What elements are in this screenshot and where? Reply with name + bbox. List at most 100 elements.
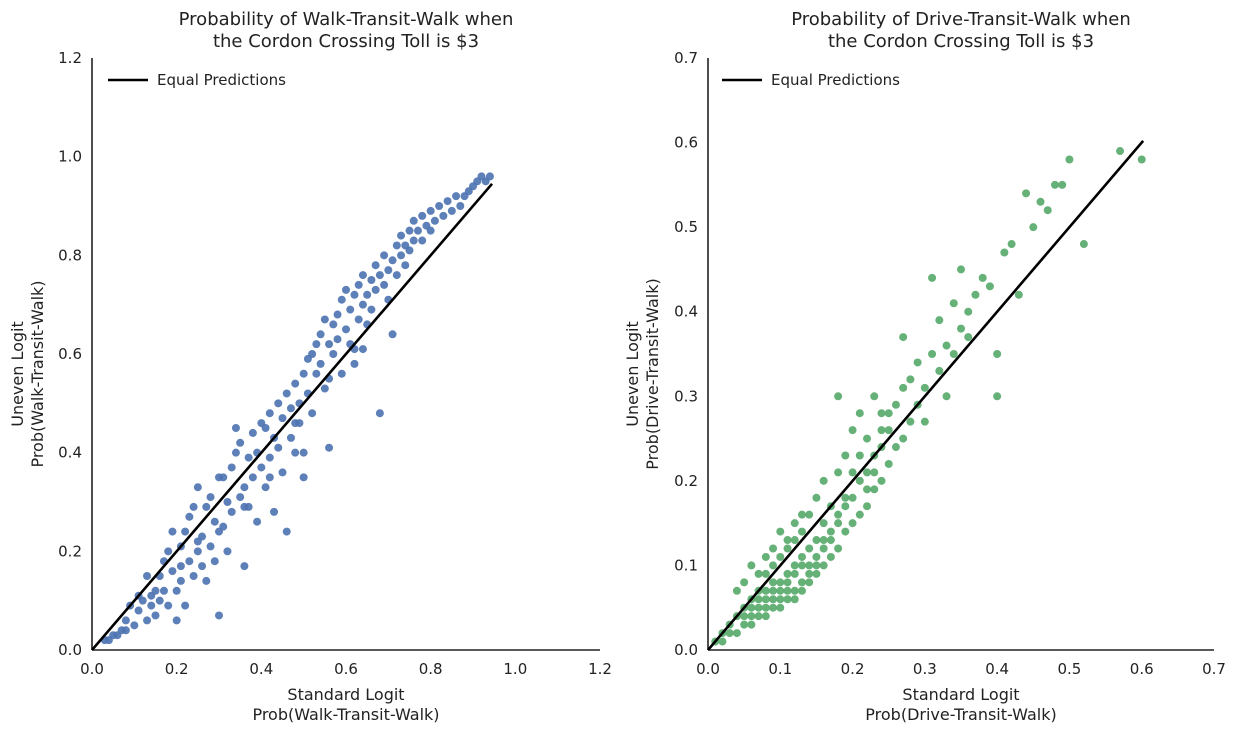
scatter-point	[325, 443, 334, 452]
scatter-point	[248, 473, 257, 482]
scatter-point	[783, 586, 792, 595]
scatter-point	[401, 261, 410, 270]
scatter-point	[783, 536, 792, 545]
scatter-point	[371, 285, 380, 294]
scatter-point	[797, 586, 806, 595]
y-axis-label-line-2: Prob(Drive-Transit-Walk)	[643, 278, 662, 469]
scatter-point	[299, 448, 308, 457]
scatter-point	[350, 359, 359, 368]
scatter-point	[754, 612, 763, 621]
scatter-point	[405, 246, 414, 255]
x-tick-label: 0.6	[334, 660, 358, 678]
scatter-point	[380, 280, 389, 289]
scatter-point	[812, 569, 821, 578]
scatter-point	[899, 434, 908, 443]
y-tick-label: 0.4	[674, 303, 698, 321]
scatter-point	[769, 561, 778, 570]
scatter-point	[210, 557, 219, 566]
scatter-point	[193, 483, 202, 492]
scatter-point	[435, 202, 444, 210]
scatter-point	[1137, 155, 1146, 164]
legend-label: Equal Predictions	[157, 71, 286, 89]
scatter-point	[380, 251, 389, 260]
scatter-point	[143, 572, 152, 580]
scatter-point	[261, 483, 270, 492]
scatter-point	[740, 578, 749, 587]
x-tick-label: 0.5	[1057, 660, 1081, 678]
scatter-point	[363, 290, 372, 299]
scatter-point	[834, 544, 843, 553]
scatter-point	[354, 280, 363, 289]
x-tick-label: 0.4	[249, 660, 273, 678]
scatter-point	[346, 305, 355, 314]
scatter-point	[899, 333, 908, 342]
scatter-point	[138, 596, 147, 605]
x-axis-label-line-1: Standard Logit	[287, 685, 404, 704]
scatter-point	[325, 340, 334, 349]
scatter-point	[426, 206, 435, 215]
scatter-point	[819, 476, 828, 485]
scatter-point	[769, 603, 778, 612]
scatter-point	[308, 350, 317, 358]
y-tick-label: 0.5	[674, 218, 698, 236]
y-tick-label: 0.6	[58, 345, 82, 363]
scatter-point	[185, 557, 194, 566]
scatter-point	[418, 211, 427, 220]
y-axis-label-line-2: Prob(Walk-Transit-Walk)	[28, 280, 47, 467]
scatter-point	[884, 459, 893, 468]
scatter-point	[358, 271, 367, 280]
scatter-point	[863, 485, 872, 494]
scatter-point	[725, 629, 734, 638]
x-tick-label: 0.4	[985, 660, 1009, 678]
scatter-point	[783, 569, 792, 578]
scatter-point	[193, 547, 202, 556]
y-tick-label: 0.1	[674, 556, 698, 574]
scatter-point	[740, 620, 749, 629]
scatter-point	[282, 389, 291, 398]
scatter-point	[797, 561, 806, 570]
scatter-point	[848, 468, 857, 477]
legend-label: Equal Predictions	[771, 71, 900, 89]
scatter-point	[964, 307, 973, 316]
scatter-point	[375, 409, 384, 418]
scatter-point	[176, 562, 185, 571]
scatter-point	[206, 493, 215, 502]
scatter-point	[367, 276, 376, 284]
scatter-point	[783, 595, 792, 604]
scatter-point	[134, 606, 143, 615]
scatter-point	[797, 578, 806, 587]
scatter-point	[456, 202, 465, 210]
scatter-point	[286, 404, 295, 413]
x-tick-label: 1.2	[588, 660, 612, 678]
scatter-point	[1000, 248, 1009, 257]
scatter-point	[754, 603, 763, 612]
scatter-point	[783, 578, 792, 587]
scatter-point	[935, 366, 944, 375]
scatter-point	[337, 295, 346, 304]
equal-predictions-line	[91, 182, 494, 651]
scatter-point	[397, 251, 406, 260]
scatter-point	[443, 197, 452, 206]
scatter-point	[790, 569, 799, 578]
scatter-point	[891, 400, 900, 409]
scatter-point	[240, 562, 249, 571]
scatter-point	[812, 493, 821, 502]
scatter-point	[863, 468, 872, 477]
scatter-point	[248, 428, 257, 437]
scatter-point	[329, 320, 338, 329]
scatter-point	[993, 350, 1002, 358]
scatter-point	[855, 409, 864, 418]
scatter-point	[253, 517, 262, 526]
scatter-point	[350, 290, 359, 299]
scatter-point	[299, 473, 308, 482]
scatter-point	[819, 561, 828, 570]
x-axis-label-line-1: Standard Logit	[902, 685, 1019, 704]
scatter-point	[1029, 223, 1038, 232]
x-tick-label: 0.0	[80, 660, 104, 678]
x-tick-label: 0.0	[696, 660, 720, 678]
scatter-point	[164, 601, 173, 610]
x-axis-label-line-2: Prob(Drive-Transit-Walk)	[865, 705, 1056, 724]
scatter-point	[783, 544, 792, 553]
scatter-point	[942, 392, 951, 401]
chart-title-line-2: the Cordon Crossing Toll is $3	[828, 31, 1094, 52]
